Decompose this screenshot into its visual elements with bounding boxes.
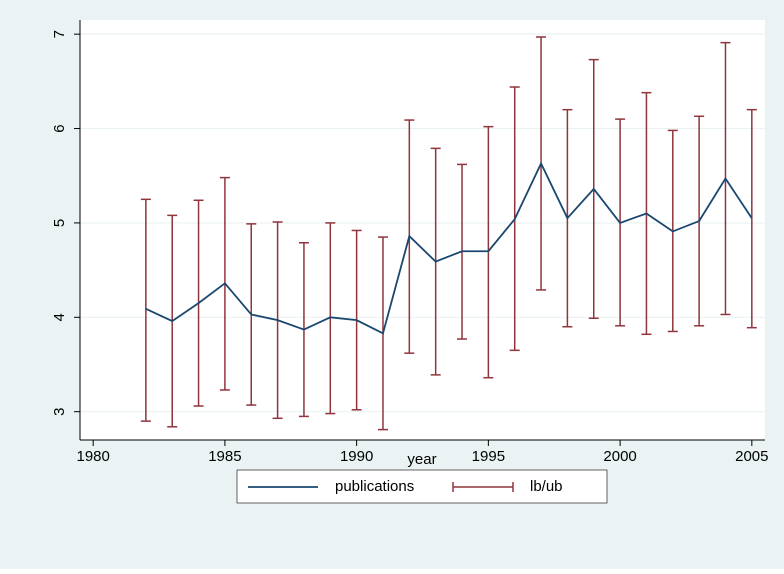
y-tick-label: 7 <box>51 30 68 38</box>
y-tick-label: 4 <box>51 313 68 321</box>
x-axis-title: year <box>407 451 436 468</box>
x-tick-label: 2000 <box>603 448 636 465</box>
legend-label: publications <box>335 478 414 495</box>
x-tick-label: 2005 <box>735 448 768 465</box>
x-tick-label: 1985 <box>208 448 241 465</box>
y-tick-label: 3 <box>51 408 68 416</box>
y-tick-label: 6 <box>51 124 68 132</box>
x-tick-label: 1990 <box>340 448 373 465</box>
line <box>145 161 753 335</box>
legend-label: lb/ub <box>530 478 563 495</box>
x-tick-label: 1995 <box>472 448 505 465</box>
x-tick-label: 1980 <box>76 448 109 465</box>
y-tick-label: 5 <box>51 219 68 227</box>
plot-area <box>80 20 765 440</box>
